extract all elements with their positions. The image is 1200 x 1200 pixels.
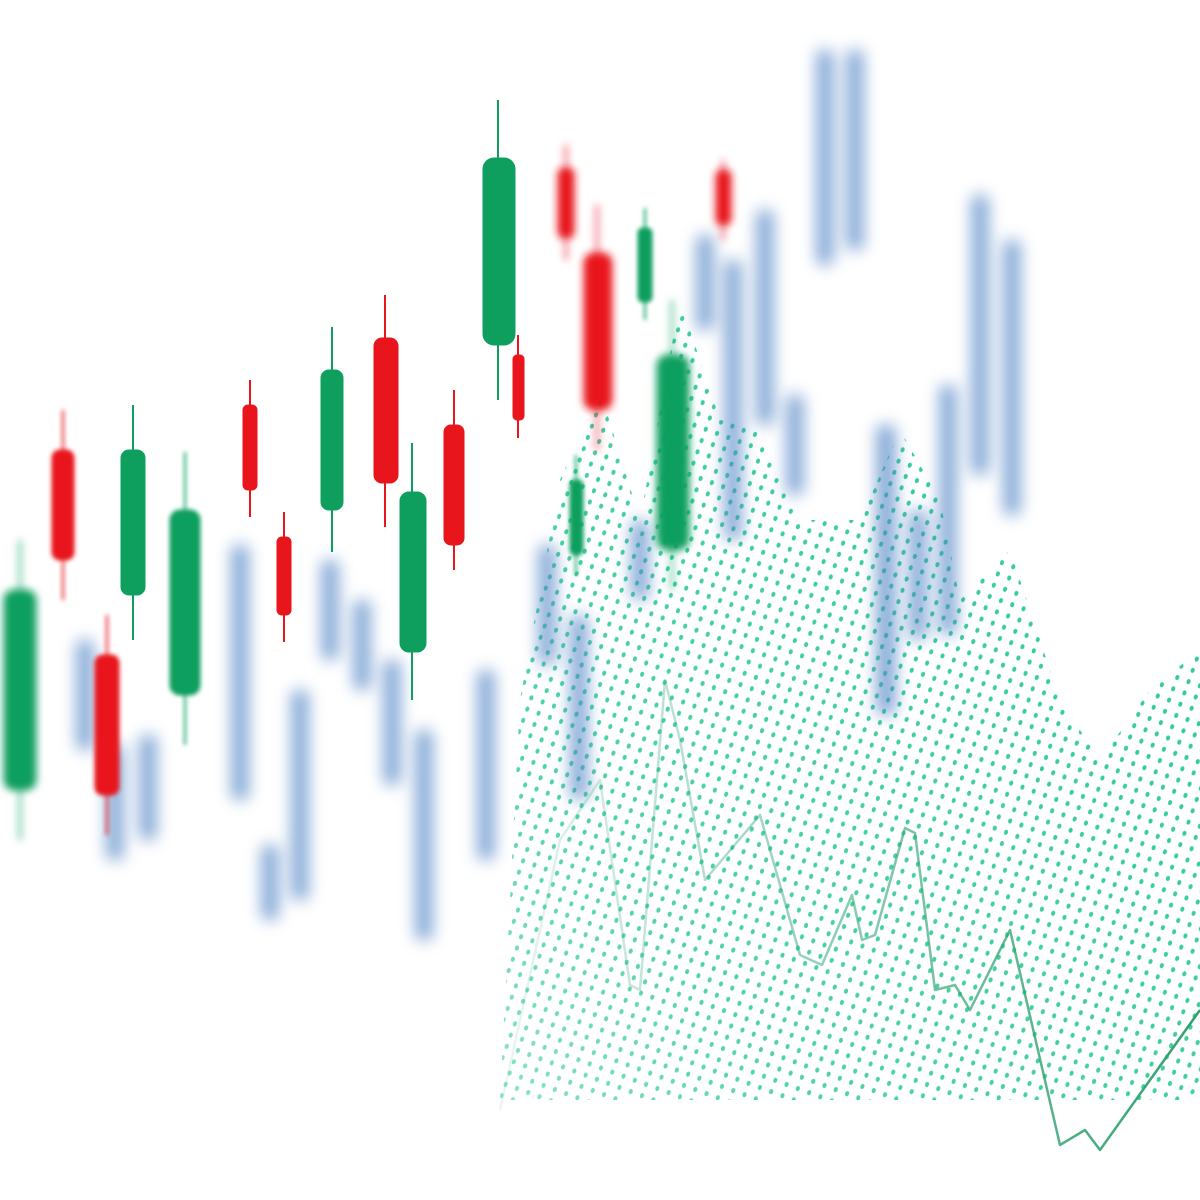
candle	[242, 380, 258, 517]
blue-bar	[322, 560, 338, 660]
candle	[120, 405, 146, 640]
blue-bar	[416, 730, 432, 940]
blue-bar	[262, 845, 278, 920]
blue-bars	[77, 50, 1020, 940]
candle	[320, 327, 344, 552]
blue-bar	[539, 545, 555, 665]
blue-bar	[77, 640, 93, 750]
candle	[399, 443, 427, 700]
candle	[512, 335, 525, 438]
blue-bar	[697, 235, 713, 330]
candle	[715, 160, 732, 240]
blue-bar	[940, 385, 956, 635]
candle	[276, 512, 292, 642]
blue-bar	[478, 670, 494, 860]
candle	[94, 615, 120, 835]
candle	[373, 295, 399, 527]
blue-bar	[232, 545, 248, 800]
blue-bar	[757, 210, 773, 425]
dotted-area-fill	[500, 300, 1200, 1100]
blue-bar	[571, 615, 587, 800]
blue-bar	[910, 510, 926, 640]
candle	[583, 205, 613, 450]
blue-bar	[1004, 240, 1020, 515]
blue-bar	[725, 260, 741, 540]
blue-bar	[140, 735, 156, 840]
candle	[169, 452, 201, 745]
blue-bar	[847, 50, 863, 250]
trend-line	[498, 678, 1200, 1152]
blue-bar	[817, 50, 833, 265]
candle	[637, 208, 653, 320]
candle	[482, 100, 516, 400]
candle	[443, 390, 465, 570]
blue-bar	[972, 195, 988, 475]
blue-bar	[292, 690, 308, 900]
candle	[557, 145, 575, 260]
candle	[3, 540, 37, 840]
candle	[569, 455, 584, 575]
blue-bar	[787, 395, 803, 495]
blue-bar	[632, 520, 648, 600]
candle	[51, 410, 75, 600]
blue-bar	[384, 660, 400, 785]
dotted-area	[500, 300, 1200, 1100]
candlesticks	[3, 100, 732, 840]
blue-bar	[354, 600, 370, 690]
candle	[656, 300, 690, 590]
blue-bar	[877, 425, 895, 715]
